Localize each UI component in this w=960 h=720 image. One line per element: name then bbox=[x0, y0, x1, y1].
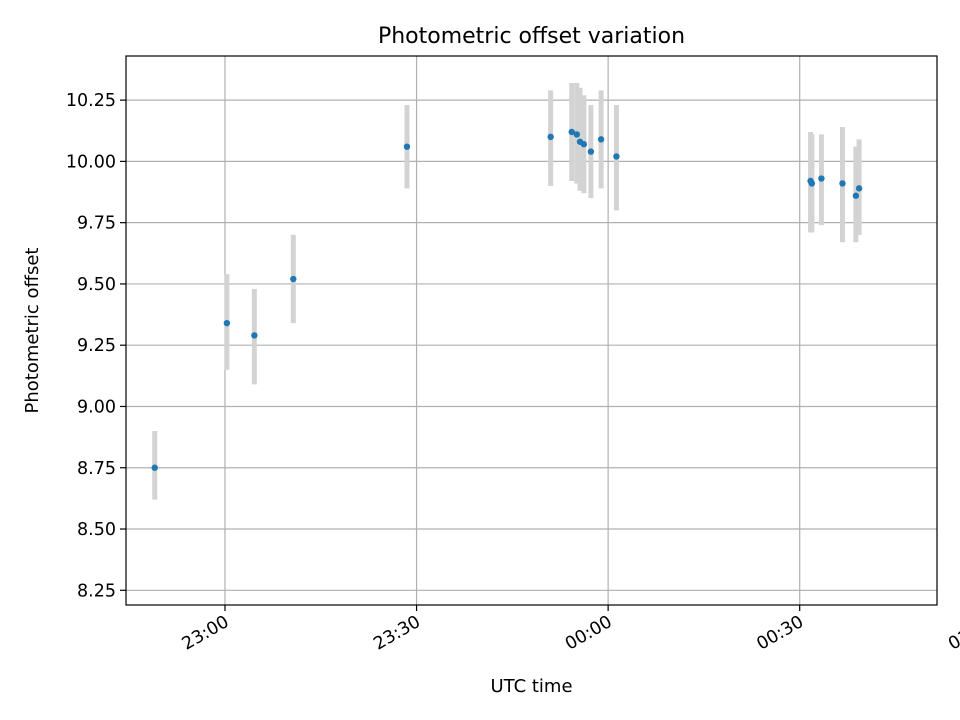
data-point bbox=[403, 143, 411, 150]
data-point bbox=[597, 136, 605, 143]
data-point bbox=[568, 128, 575, 136]
data-point bbox=[290, 275, 297, 283]
y-axis-label: Photometric offset bbox=[22, 248, 43, 414]
y-tick-label: 8.75 bbox=[77, 459, 116, 479]
data-point bbox=[818, 175, 825, 182]
y-tick-label: 9.00 bbox=[77, 397, 116, 417]
y-tick-label: 9.50 bbox=[77, 275, 116, 295]
data-point bbox=[223, 319, 231, 327]
chart-title: Photometric offset variation bbox=[378, 24, 685, 49]
grid-lines bbox=[126, 56, 937, 605]
y-tick-label: 10.25 bbox=[66, 91, 116, 111]
y-axis-ticks: 8.25 8.50 8.75 9.00 9.25 9.50 9.75 10.00 10.25 bbox=[66, 91, 126, 601]
plot-frame bbox=[125, 55, 938, 606]
y-tick-label: 8.50 bbox=[77, 520, 116, 540]
data-point bbox=[839, 180, 846, 187]
data-point bbox=[852, 192, 860, 199]
y-tick-label: 9.25 bbox=[77, 336, 116, 356]
x-axis-label: UTC time bbox=[490, 676, 572, 697]
y-tick-label: 9.75 bbox=[77, 214, 116, 234]
data-points bbox=[151, 128, 863, 471]
data-point bbox=[151, 464, 158, 471]
data-point bbox=[587, 148, 595, 155]
data-point bbox=[573, 131, 581, 138]
data-point bbox=[547, 133, 554, 141]
y-tick-label: 8.25 bbox=[77, 581, 116, 601]
data-point bbox=[580, 141, 588, 148]
data-point bbox=[251, 332, 258, 339]
y-tick-label: 10.00 bbox=[66, 152, 116, 172]
data-point bbox=[613, 153, 620, 160]
data-point bbox=[855, 185, 863, 192]
data-point bbox=[808, 180, 816, 187]
